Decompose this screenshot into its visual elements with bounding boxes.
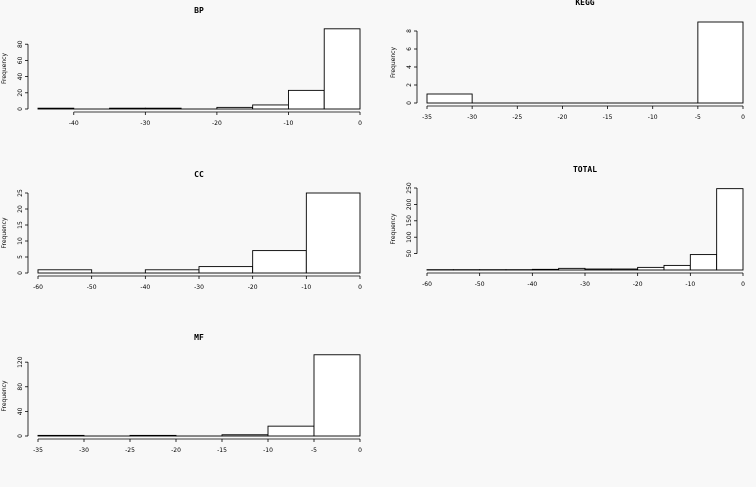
- cc-y-tick-label-1: 5: [17, 255, 24, 259]
- kegg-y-axis-label: Frequency: [390, 47, 397, 78]
- mf-bar-2: [129, 434, 177, 437]
- total-y-tick-label-3: 200: [406, 198, 413, 210]
- mf-y-tick-label-1: 40: [17, 407, 24, 415]
- kegg-x-tick-label-2: -25: [512, 114, 522, 121]
- total-bar-6: [584, 268, 612, 271]
- cc-bar-0: [37, 269, 93, 274]
- bp-bar-8: [323, 28, 361, 110]
- total-x-tick-label-3: -30: [580, 281, 590, 288]
- mf-x-tick-label-1: -30: [79, 447, 89, 454]
- mf-y-axis-label: Frequency: [1, 380, 8, 411]
- kegg-bar-0: [426, 93, 473, 104]
- total-y-tick-label-4: 250: [406, 182, 413, 194]
- mf-x-tick-label-3: -20: [171, 447, 181, 454]
- mf-bar-4: [221, 434, 269, 437]
- cc-bar-5: [305, 192, 361, 274]
- bp-x-tick-label-4: 0: [358, 120, 362, 127]
- bp-y-tick-label-2: 40: [17, 73, 24, 81]
- bp-x-tick-label-0: -40: [69, 120, 79, 127]
- cc-y-tick-label-0: 0: [17, 271, 24, 275]
- mf-x-tick-label-7: 0: [358, 447, 362, 454]
- mf-y-tick-label-2: 80: [17, 383, 24, 391]
- kegg-x-tick-label-3: -20: [558, 114, 568, 121]
- total-x-tick-label-1: -50: [475, 281, 485, 288]
- total-y-tick-label-2: 150: [406, 215, 413, 227]
- bp-bar-7: [287, 89, 325, 110]
- cc-x-tick-label-5: -10: [301, 284, 311, 291]
- mf-y-tick-label-0: 0: [17, 434, 24, 438]
- kegg-y-tick-label-4: 8: [406, 29, 413, 33]
- total-y-tick-label-0: 50: [406, 250, 413, 258]
- bp-x-tick-label-1: -30: [140, 120, 150, 127]
- cc-x-tick-label-4: -20: [248, 284, 258, 291]
- mf-x-tick-label-0: -35: [33, 447, 43, 454]
- kegg-y-tick-label-3: 6: [406, 47, 413, 51]
- cc-chart-title: CC: [194, 170, 204, 179]
- mf-y-tick-label-3: 120: [17, 356, 24, 368]
- bp-x-tick-label-3: -10: [284, 120, 294, 127]
- kegg-x-tick-label-7: 0: [741, 114, 745, 121]
- kegg-x-tick-label-0: -35: [422, 114, 432, 121]
- cc-bar-4: [252, 250, 307, 274]
- total-x-tick-label-2: -40: [527, 281, 537, 288]
- total-bar-8: [637, 266, 665, 271]
- cc-x-tick-label-1: -50: [87, 284, 97, 291]
- kegg-y-tick-label-1: 2: [406, 83, 413, 87]
- total-x-tick-label-4: -20: [633, 281, 643, 288]
- kegg-x-tick-label-6: -5: [695, 114, 701, 121]
- total-bar-11: [716, 188, 744, 271]
- kegg-x-tick-label-5: -10: [648, 114, 658, 121]
- kegg-bar-6: [697, 21, 744, 104]
- total-bar-10: [689, 254, 718, 271]
- bp-bar-2: [109, 107, 146, 110]
- cc-y-axis-label: Frequency: [1, 217, 8, 248]
- bp-bar-5: [216, 106, 254, 110]
- kegg-x-tick-label-4: -15: [603, 114, 613, 121]
- mf-bar-0: [37, 434, 85, 437]
- bp-bar-0: [37, 107, 75, 110]
- total-bar-9: [663, 264, 691, 271]
- mf-x-tick-label-4: -15: [217, 447, 227, 454]
- cc-bar-3: [198, 266, 254, 274]
- cc-bar-2: [144, 269, 200, 274]
- total-x-tick-label-5: -10: [685, 281, 695, 288]
- total-y-axis-label: Frequency: [390, 213, 397, 244]
- mf-bar-5: [267, 425, 315, 437]
- mf-x-tick-label-6: -5: [311, 447, 317, 454]
- kegg-y-tick-label-2: 4: [406, 65, 413, 69]
- cc-x-tick-label-3: -30: [194, 284, 204, 291]
- bp-bar-6: [252, 104, 289, 110]
- mf-x-tick-label-2: -25: [125, 447, 135, 454]
- cc-y-tick-label-2: 10: [17, 237, 24, 245]
- bp-y-tick-label-4: 80: [17, 40, 24, 48]
- cc-x-tick-label-0: -60: [33, 284, 43, 291]
- bp-bar-3: [144, 107, 182, 110]
- total-bar-5: [558, 267, 586, 271]
- mf-x-tick-label-5: -10: [263, 447, 273, 454]
- total-bar-7: [610, 268, 639, 271]
- total-y-tick-label-1: 100: [406, 231, 413, 243]
- bp-y-tick-label-3: 60: [17, 56, 24, 64]
- bp-y-tick-label-1: 20: [17, 89, 24, 97]
- cc-x-tick-label-6: 0: [358, 284, 362, 291]
- kegg-y-tick-label-0: 0: [406, 101, 413, 105]
- kegg-x-tick-label-1: -30: [467, 114, 477, 121]
- total-x-tick-label-6: 0: [741, 281, 745, 288]
- cc-x-tick-label-2: -40: [140, 284, 150, 291]
- bp-y-axis-label: Frequency: [1, 53, 8, 84]
- total-x-tick-label-0: -60: [422, 281, 432, 288]
- total-chart-title: TOTAL: [573, 165, 597, 174]
- cc-y-tick-label-5: 25: [17, 189, 24, 197]
- cc-y-tick-label-3: 15: [17, 221, 24, 229]
- cc-y-tick-label-4: 20: [17, 205, 24, 213]
- bp-y-tick-label-0: 0: [17, 107, 24, 111]
- mf-chart-title: MF: [194, 333, 204, 342]
- kegg-chart-title: KEGG: [575, 0, 594, 7]
- bp-chart-title: BP: [194, 6, 204, 15]
- mf-bar-6: [313, 354, 361, 437]
- total-bar-4: [531, 268, 560, 271]
- bp-x-tick-label-2: -20: [212, 120, 222, 127]
